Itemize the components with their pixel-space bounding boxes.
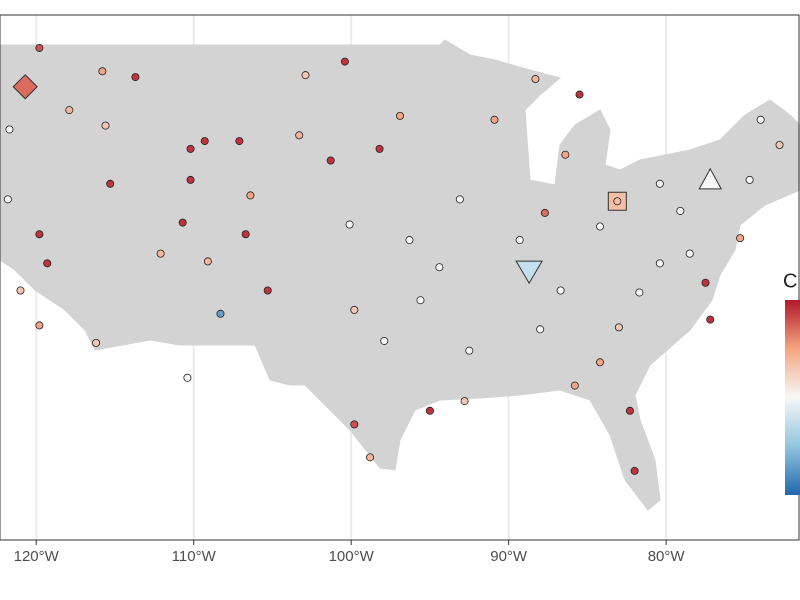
station-point (540, 208, 549, 217)
station-point (435, 263, 444, 272)
station-point (745, 175, 754, 184)
station-point (490, 115, 499, 124)
station-point (425, 406, 434, 415)
station-point (655, 179, 664, 188)
colorbar (785, 300, 800, 495)
highlight-marker (515, 260, 544, 285)
station-point (295, 131, 304, 140)
station-point (16, 286, 25, 295)
station-point (635, 288, 644, 297)
station-point (570, 381, 579, 390)
station-point (35, 43, 44, 52)
station-point (156, 249, 165, 258)
station-point (701, 278, 710, 287)
station-point (375, 144, 384, 153)
legend-title: C (783, 270, 797, 292)
x-tick-label: 120°W (14, 548, 60, 565)
station-point (216, 309, 225, 318)
station-point (706, 315, 715, 324)
station-point (416, 296, 425, 305)
station-point (263, 286, 272, 295)
us-outline (0, 39, 800, 511)
station-point (5, 125, 14, 134)
station-point (350, 305, 359, 314)
station-point (246, 191, 255, 200)
station-point (756, 115, 765, 124)
station-point (345, 220, 354, 229)
station-point (596, 358, 605, 367)
station-point (625, 406, 634, 415)
station-point (531, 75, 540, 84)
station-point (200, 137, 209, 146)
station-point (235, 137, 244, 146)
station-point (340, 57, 349, 66)
station-point (460, 397, 469, 406)
highlight-marker (698, 167, 723, 190)
station-point (775, 140, 784, 149)
station-point (241, 230, 250, 239)
station-point (106, 179, 115, 188)
station-point (65, 106, 74, 115)
station-point (326, 156, 335, 165)
station-point (131, 73, 140, 82)
station-point (3, 195, 12, 204)
station-point (596, 222, 605, 231)
station-point (455, 195, 464, 204)
station-point (655, 259, 664, 268)
panel-border (0, 14, 800, 541)
station-point (556, 286, 565, 295)
station-point (366, 453, 375, 462)
station-point (183, 373, 192, 382)
x-tick-label: 100°W (329, 548, 375, 565)
station-point (736, 234, 745, 243)
station-point (101, 121, 110, 130)
x-tick-label: 110°W (172, 548, 217, 565)
station-point (614, 323, 623, 332)
station-point (676, 206, 685, 215)
station-point (92, 338, 101, 347)
station-point (685, 249, 694, 258)
station-point (203, 257, 212, 266)
station-point (43, 259, 52, 268)
station-point (630, 466, 639, 475)
x-tick-label: 80°W (648, 548, 686, 565)
station-point (395, 111, 404, 120)
station-point (405, 236, 414, 245)
x-tick-label: 90°W (490, 548, 528, 565)
station-point (186, 175, 195, 184)
station-point (301, 71, 310, 80)
station-point (536, 325, 545, 334)
station-point (35, 321, 44, 330)
station-point (186, 144, 195, 153)
station-point (350, 420, 359, 429)
station-point (98, 67, 107, 76)
station-point (380, 336, 389, 345)
station-point (515, 236, 524, 245)
station-point (575, 90, 584, 99)
station-point (465, 346, 474, 355)
highlight-marker-center (613, 197, 622, 206)
station-point (178, 218, 187, 227)
station-point (35, 230, 44, 239)
station-point (561, 150, 570, 159)
highlight-marker (12, 74, 38, 100)
